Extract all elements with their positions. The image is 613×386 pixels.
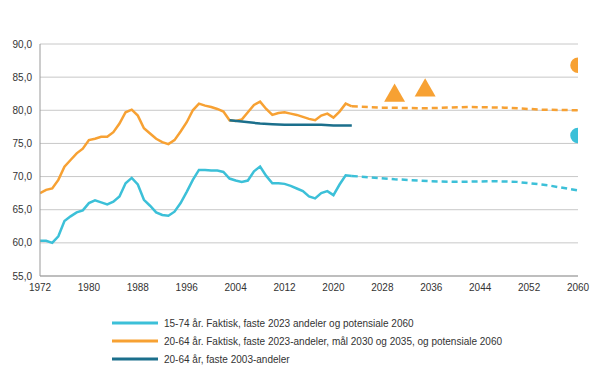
svg-text:2036: 2036 [420, 282, 443, 293]
svg-text:85,0: 85,0 [13, 72, 33, 83]
svg-text:1996: 1996 [176, 282, 199, 293]
svg-text:2020: 2020 [322, 282, 345, 293]
svg-text:1988: 1988 [127, 282, 150, 293]
svg-text:65,0: 65,0 [13, 204, 33, 215]
svg-text:75,0: 75,0 [13, 138, 33, 149]
svg-text:2052: 2052 [518, 282, 541, 293]
svg-text:55,0: 55,0 [13, 271, 33, 282]
html-text:15-74 år. Faktisk, faste 2023: 15-74 år. Faktisk, faste 2023 andeler og… [164, 317, 414, 329]
svg-text:2012: 2012 [273, 282, 296, 293]
html-text:20-64 år. Faktisk, faste 2023-: 20-64 år. Faktisk, faste 2023-andeler, m… [164, 335, 502, 347]
svg-text:70,0: 70,0 [13, 171, 33, 182]
svg-text:1980: 1980 [78, 282, 101, 293]
svg-text:90,0: 90,0 [13, 39, 33, 50]
svg-text:2028: 2028 [371, 282, 394, 293]
svg-text:2044: 2044 [469, 282, 492, 293]
svg-text:1972: 1972 [29, 282, 52, 293]
html-text:20-64 år, faste 2003-andeler: 20-64 år, faste 2003-andeler [164, 353, 290, 365]
svg-text:80,0: 80,0 [13, 105, 33, 116]
svg-text:2060: 2060 [567, 282, 590, 293]
svg-text:2004: 2004 [225, 282, 248, 293]
svg-text:60,0: 60,0 [13, 237, 33, 248]
